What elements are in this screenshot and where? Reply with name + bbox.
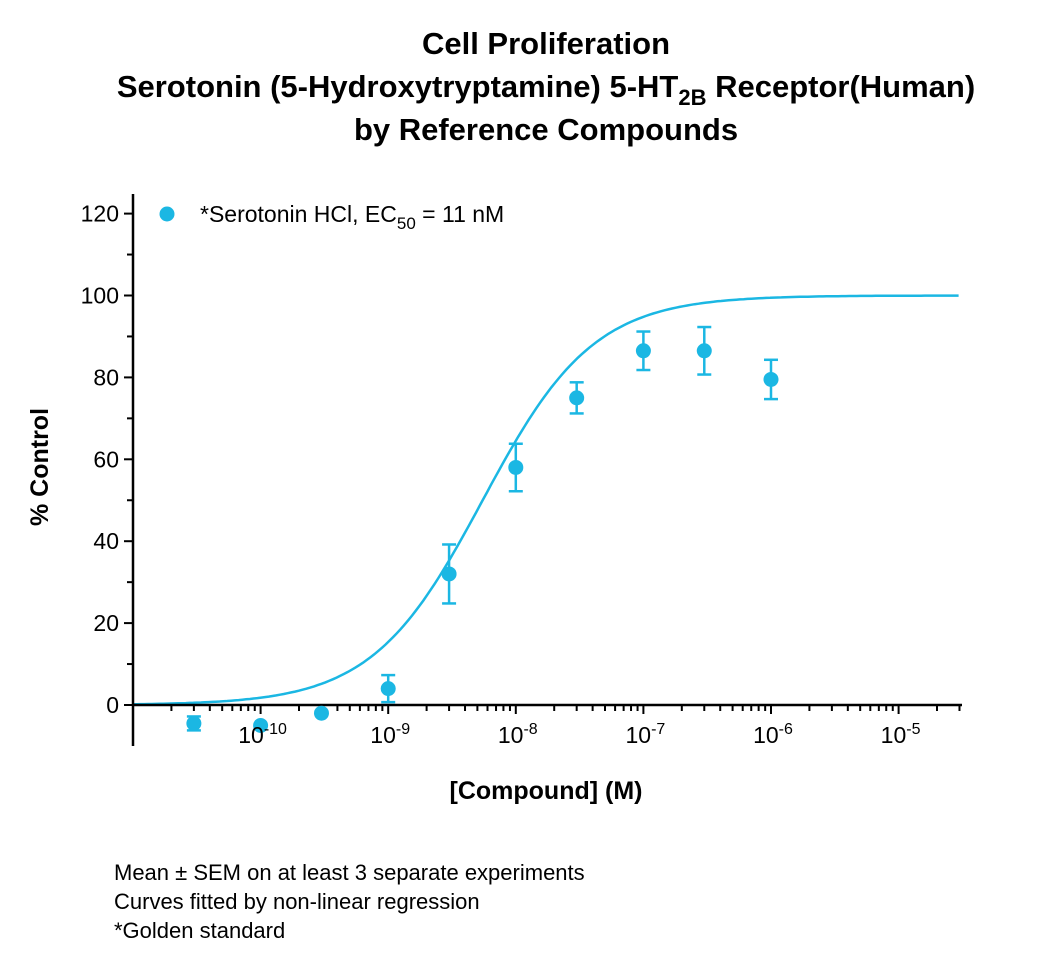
data-point (380, 681, 396, 697)
y-tick-label: 20 (93, 610, 119, 636)
data-point (253, 717, 269, 733)
title-line-3: by Reference Compounds (353, 112, 739, 147)
data-point (441, 566, 457, 582)
x-tick-label: 10-6 (753, 721, 793, 748)
data-points-layer (186, 325, 779, 733)
footnote-curve-fit: Curves fitted by non-linear regression (114, 889, 480, 914)
fit-curve (132, 294, 959, 706)
footnote-golden-standard: *Golden standard (114, 918, 286, 943)
y-tick-label: 40 (93, 528, 119, 554)
title-line-2-main: Serotonin (5-Hydroxytryptamine) 5-HT (116, 69, 679, 104)
title-subscript: 2B (678, 85, 707, 110)
footnote-mean-sem: Mean ± SEM on at least 3 separate experi… (114, 860, 585, 885)
x-tick-label: 10-10 (238, 721, 287, 748)
x-tick-label: 10-9 (370, 721, 410, 748)
axes-layer (124, 194, 962, 746)
labels-layer: 0 20 40 60 80 100 120 10-10 10-9 10-8 10-7 10-6 10-5… (26, 201, 921, 805)
y-tick-label: 0 (106, 692, 119, 718)
legend-marker (159, 206, 175, 222)
legend-label: *Serotonin HCl, EC50 = 11 nM (200, 201, 504, 233)
y-tick-label: 80 (93, 364, 119, 390)
y-tick-label: 120 (81, 201, 119, 227)
data-point (569, 390, 585, 406)
y-tick-label: 100 (81, 283, 119, 309)
footnotes: Mean ± SEM on at least 3 separate experi… (114, 858, 585, 945)
title-line-1: Cell Proliferation (421, 26, 671, 61)
data-point (186, 715, 202, 731)
data-point (696, 343, 712, 359)
data-point (508, 459, 524, 475)
chart-title: Cell Proliferation Serotonin (5-Hydroxyt… (0, 22, 1050, 151)
fit-curve-layer (132, 294, 959, 706)
data-point (635, 343, 651, 359)
x-tick-label: 10-5 (881, 721, 921, 748)
title-line-2: Serotonin (5-Hydroxytryptamine) 5-HT2B R… (0, 65, 1050, 110)
y-axis-label: % Control (26, 408, 54, 526)
data-point (763, 371, 779, 387)
x-tick-label: 10-8 (498, 721, 538, 748)
x-tick-label: 10-7 (625, 721, 665, 748)
data-point (313, 705, 329, 721)
title-line-2-end: Receptor(Human) (706, 69, 976, 104)
x-axis-label: [Compound] (M) (450, 777, 643, 805)
y-tick-label: 60 (93, 446, 119, 472)
